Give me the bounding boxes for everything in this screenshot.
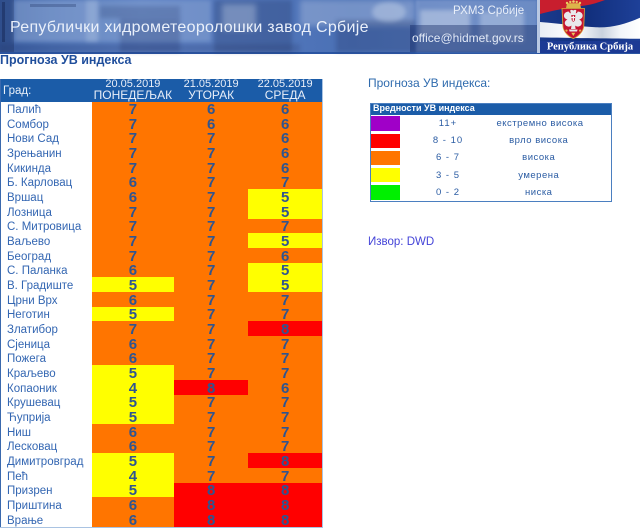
- svg-text:Република Србија: Република Србија: [547, 42, 634, 53]
